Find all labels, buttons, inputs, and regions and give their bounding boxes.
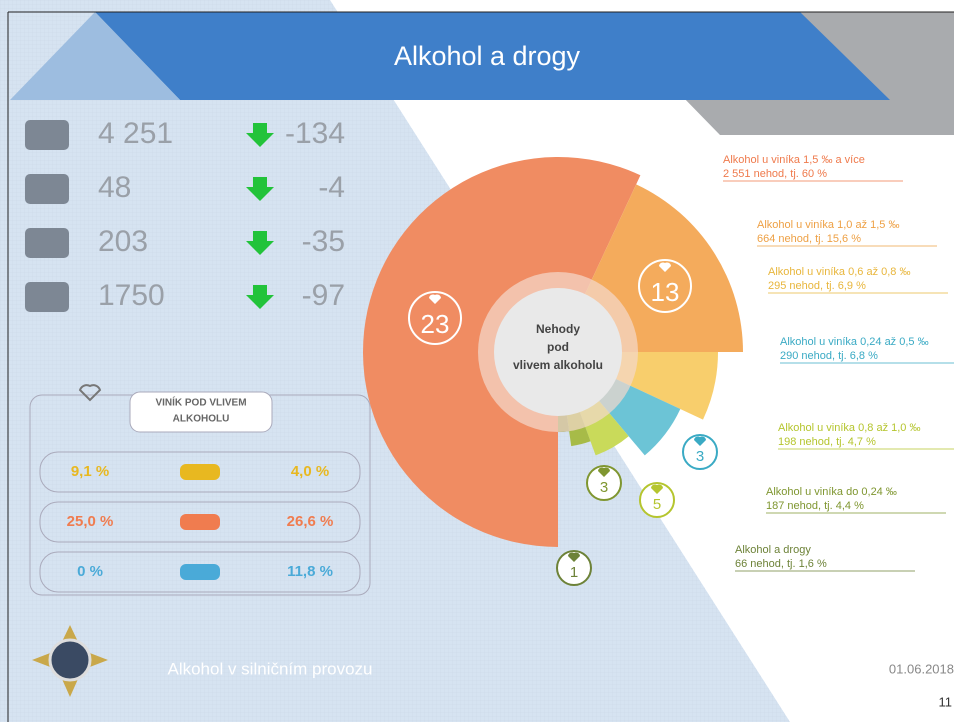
stat-value: 4 251 [98, 117, 173, 150]
stat-icon [25, 228, 69, 258]
death-count: 3 [600, 479, 608, 496]
heart-icon [78, 384, 102, 402]
heart [598, 467, 610, 477]
title-banner [95, 12, 890, 100]
culprit-left: 25,0 % [67, 513, 114, 530]
stat-change: -97 [302, 279, 345, 312]
segment-title: Alkohol u viníka 0,6 až 0,8 ‰ [768, 266, 910, 278]
culprit-row [39, 451, 361, 493]
segment-title: Alkohol u viníka 0,24 až 0,5 ‰ [780, 336, 929, 348]
logo [32, 625, 108, 697]
culprit-title: VINÍK POD VLIVEM [155, 396, 246, 409]
vehicle-icon [180, 564, 220, 580]
culprit-row [39, 551, 361, 593]
stat-icon [25, 174, 69, 204]
heart [429, 294, 441, 304]
culprit-row [39, 501, 361, 543]
culprit-right: 11,8 % [287, 563, 333, 580]
culprit-left: 9,1 % [71, 463, 109, 480]
stat-icon [25, 282, 69, 312]
segment-detail: 198 nehod, tj. 4,7 % [778, 436, 876, 448]
vehicle-icon [180, 514, 220, 530]
banner-edge [10, 12, 180, 100]
culprit-left: 0 % [77, 563, 103, 580]
stats-panel: 4 251 -134 48 -4 203 -35 1750 -97 [25, 117, 345, 312]
death-badge [682, 434, 718, 470]
culprit-title-box [129, 391, 273, 433]
center-label: vlivem alkoholu [513, 358, 603, 372]
heart [568, 552, 580, 562]
footer-caption: Alkohol v silničním provozu [167, 659, 372, 678]
stat-icon [25, 120, 69, 150]
segment-detail: 187 nehod, tj. 4,4 % [766, 500, 864, 512]
stat-value: 203 [98, 225, 148, 258]
segment-title: Alkohol u viníka do 0,24 ‰ [766, 486, 897, 498]
segment-detail: 66 nehod, tj. 1,6 % [735, 558, 827, 570]
heart [694, 436, 706, 446]
stat-change: -4 [318, 171, 345, 204]
stat-change: -134 [285, 117, 345, 150]
segment-title: Alkohol u viníka 1,5 ‰ a více [723, 154, 865, 166]
death-count: 13 [651, 277, 680, 307]
down-arrow [246, 285, 274, 309]
culprit-title: ALKOHOLU [173, 414, 230, 425]
culprit-rows: 9,1 % 4,0 % 25,0 % 26,6 % 0 % 11,8 % [39, 451, 361, 593]
death-badge [639, 482, 675, 518]
inner-circle [494, 288, 622, 416]
death-count: 1 [570, 564, 578, 581]
culprit-right: 26,6 % [287, 513, 334, 530]
stat-value: 48 [98, 171, 131, 204]
segment-title: Alkohol u viníka 0,8 až 1,0 ‰ [778, 422, 920, 434]
center-label: pod [547, 340, 569, 354]
death-count: 5 [653, 496, 661, 513]
vehicle-icon [180, 464, 220, 480]
footer-date: 01.06.2018 [889, 661, 954, 676]
center-label: Nehody [536, 322, 580, 336]
stat-change: -35 [302, 225, 345, 258]
chart: Alkohol u viníka 1,5 ‰ a více 2 551 nehod… [363, 154, 954, 586]
page-number: 11 [939, 694, 953, 709]
death-badge [556, 550, 592, 586]
heart [651, 484, 663, 494]
down-arrow [246, 123, 274, 147]
heart [659, 262, 671, 272]
segment-detail: 290 nehod, tj. 6,8 % [780, 350, 878, 362]
title: Alkohol a drogy [394, 41, 581, 71]
culprit-right: 4,0 % [291, 463, 329, 480]
segment-title: Alkohol a drogy [735, 544, 811, 556]
segment-detail: 295 nehod, tj. 6,9 % [768, 280, 866, 292]
stat-value: 1750 [98, 279, 165, 312]
down-arrow [246, 177, 274, 201]
death-badge [586, 465, 622, 501]
down-arrow [246, 231, 274, 255]
segment-title: Alkohol u viníka 1,0 až 1,5 ‰ [757, 219, 899, 231]
death-badge [408, 291, 462, 345]
death-badge [638, 259, 692, 313]
segment-detail: 664 nehod, tj. 15,6 % [757, 233, 861, 245]
segment-detail: 2 551 nehod, tj. 60 % [723, 168, 827, 180]
death-count: 3 [696, 448, 704, 465]
death-count: 23 [421, 309, 450, 339]
